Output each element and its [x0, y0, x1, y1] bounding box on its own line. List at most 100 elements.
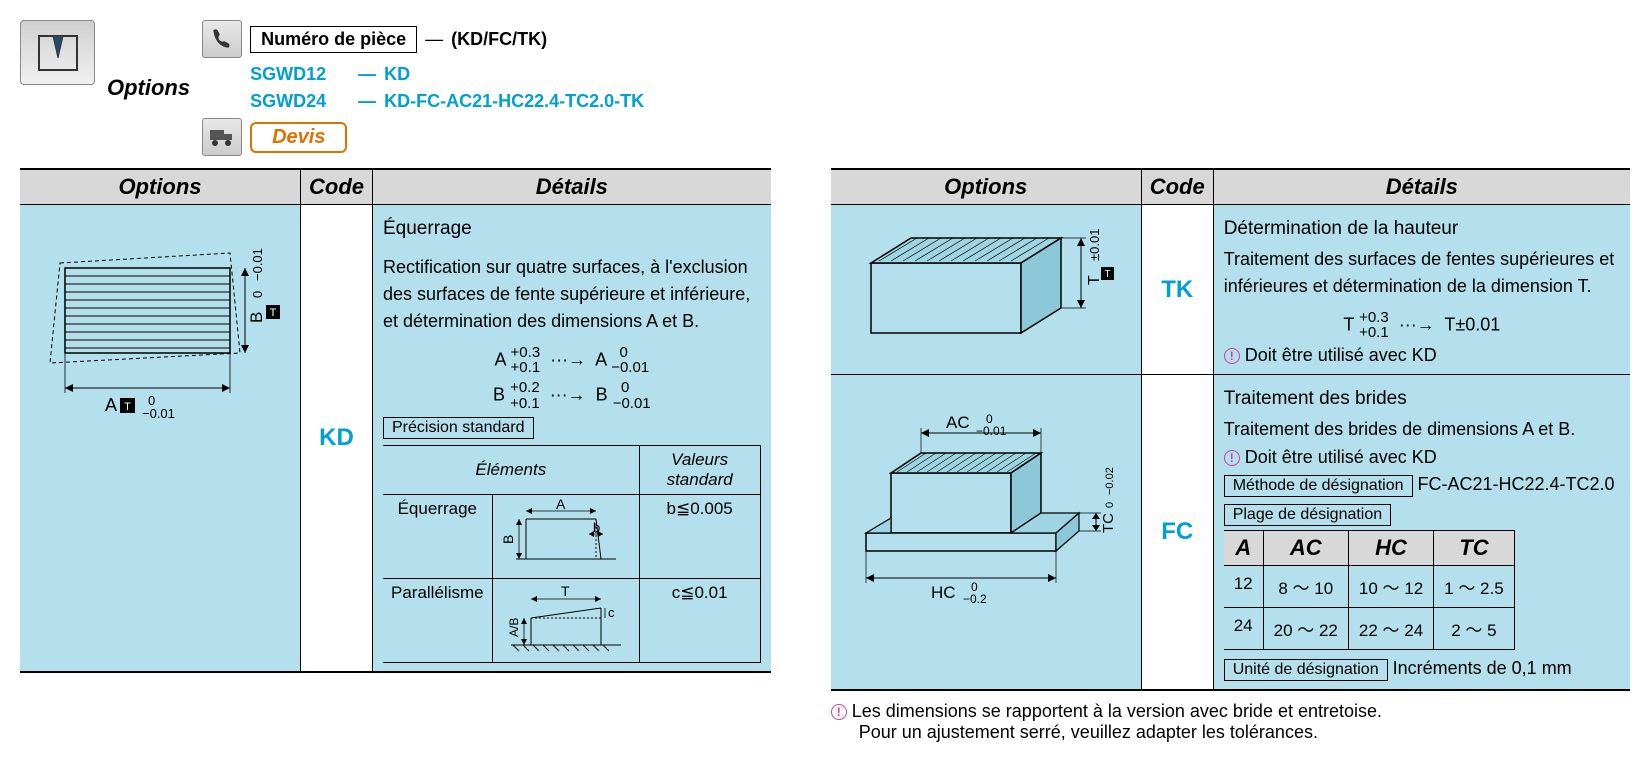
options-heading: Options: [107, 75, 190, 101]
svg-text:B: B: [501, 534, 516, 543]
kd-inner-table: Éléments Valeurs standard Équerrage: [383, 445, 761, 663]
phone-icon: [202, 20, 242, 58]
v: 0: [621, 379, 629, 396]
example1-code: KD: [384, 64, 410, 85]
kd-tol-a: A +0.3+0.1 ···→ A 0−0.01: [383, 345, 761, 377]
th-elements: Éléments: [383, 445, 639, 494]
svg-text:TC: TC: [1100, 513, 1117, 533]
fc-details: Traitement des brides Traitement des bri…: [1213, 375, 1630, 690]
svg-text:AC: AC: [946, 413, 970, 432]
fc-range-table: A AC HC TC 12 8 ～ 10 10 ～ 12 1 ～ 2.5 24 …: [1224, 530, 1515, 650]
svg-text:±0.01: ±0.01: [1087, 229, 1102, 261]
fc-diagram: AC 0 −0.01 HC 0 −0.2 TC: [841, 383, 1131, 613]
kd-diagram-cell: B T 0 −0.01 A T 0 −0.01: [20, 205, 301, 672]
svg-text:T: T: [270, 307, 277, 319]
tk-note: Doit être utilisé avec KD: [1245, 345, 1437, 365]
r12: 22 ～ 24: [1348, 607, 1433, 649]
rh3: TC: [1434, 530, 1515, 565]
v: −0.01: [613, 395, 651, 412]
devis-button[interactable]: Devis: [250, 122, 347, 153]
svg-text:A: A: [556, 499, 566, 512]
kd-tol-b: B +0.2+0.1 ···→ B 0−0.01: [383, 380, 761, 412]
svg-text:B: B: [247, 312, 266, 323]
tables-row: Options Code Détails: [20, 168, 1630, 743]
part-number-block: Numéro de pièce — (KD/FC/TK) SGWD12 — KD…: [202, 20, 644, 156]
tk-details: Détermination de la hauteur Traitement d…: [1213, 205, 1630, 375]
v: 0: [620, 344, 628, 361]
tk-tol: T +0.3+0.1 ···→ T±0.01: [1224, 310, 1620, 342]
part-number-label: Numéro de pièce: [250, 26, 417, 53]
example1-pn: SGWD12: [250, 64, 350, 85]
svg-text:−0.01: −0.01: [250, 248, 265, 281]
range-label: Plage de désignation: [1224, 504, 1391, 526]
tk-desc: Traitement des surfaces de fentes supéri…: [1224, 246, 1620, 300]
alert-icon: !: [831, 704, 847, 720]
unit-value: Incréments de 0,1 mm: [1393, 658, 1572, 678]
tk-note-row: ! Doit être utilisé avec KD: [1224, 345, 1620, 366]
v: +0.3: [511, 344, 541, 361]
truck-icon: [202, 118, 242, 156]
method-label: Méthode de désignation: [1224, 475, 1413, 497]
v: T±0.01: [1444, 314, 1500, 334]
svg-text:0: 0: [250, 291, 265, 298]
precision-standard-label: Précision standard: [383, 417, 534, 439]
fc-method-row: Méthode de désignation FC-AC21-HC22.4-TC…: [1224, 474, 1620, 497]
svg-text:0: 0: [1104, 502, 1116, 508]
dash: —: [358, 64, 376, 85]
svg-text:c: c: [608, 605, 615, 620]
fc-desc: Traitement des brides de dimensions A et…: [1224, 416, 1620, 443]
right-column: Options Code Détails: [831, 168, 1630, 743]
r03: 1 ～ 2.5: [1434, 565, 1515, 607]
svg-text:T: T: [1086, 275, 1103, 285]
fc-note: Doit être utilisé avec KD: [1245, 447, 1437, 467]
r11: 20 ～ 22: [1263, 607, 1348, 649]
row-parallel-value: c≦0.01: [639, 578, 760, 662]
r02: 10 ～ 12: [1348, 565, 1433, 607]
kd-code: KD: [301, 205, 373, 672]
svg-text:T: T: [561, 583, 570, 599]
th-details: Détails: [373, 169, 771, 205]
r00: 12: [1224, 565, 1263, 607]
example2-pn: SGWD24: [250, 91, 350, 112]
svg-text:T: T: [1104, 269, 1110, 280]
tk-title: Détermination de la hauteur: [1224, 215, 1620, 244]
th-code: Code: [1141, 169, 1213, 205]
svg-text:HC: HC: [931, 583, 956, 602]
v: +0.3: [1359, 309, 1389, 326]
fc-title: Traitement des brides: [1224, 385, 1620, 414]
svg-text:A: A: [105, 395, 117, 415]
v: −0.01: [611, 359, 649, 376]
alert-icon: !: [1224, 348, 1240, 364]
r10: 24: [1224, 607, 1263, 649]
footnote-line1: Les dimensions se rapportent à la versio…: [852, 701, 1382, 721]
fc-diagram-cell: AC 0 −0.01 HC 0 −0.2 TC: [831, 375, 1142, 690]
method-value: FC-AC21-HC22.4-TC2.0: [1418, 474, 1615, 494]
v: +0.1: [511, 359, 541, 376]
fc-note-row: ! Doit être utilisé avec KD: [1224, 447, 1620, 468]
tk-code: TK: [1141, 205, 1213, 375]
th-code: Code: [301, 169, 373, 205]
v: +0.1: [510, 395, 540, 412]
dash: —: [358, 91, 376, 112]
footnote-line2: Pour un ajustement serré, veuillez adapt…: [859, 722, 1318, 742]
example2-code: KD-FC-AC21-HC22.4-TC2.0-TK: [384, 91, 644, 112]
kd-details: Équerrage Rectification sur quatre surfa…: [373, 205, 771, 672]
v: +0.2: [510, 379, 540, 396]
left-options-table: Options Code Détails: [20, 168, 771, 673]
svg-text:−0.01: −0.01: [142, 406, 175, 421]
th-details: Détails: [1213, 169, 1630, 205]
kd-diagram: B T 0 −0.01 A T 0 −0.01: [30, 213, 290, 443]
th-options: Options: [20, 169, 301, 205]
svg-text:−0.01: −0.01: [976, 424, 1007, 438]
row-squareness-fig: A b B: [492, 494, 639, 578]
row-parallel-fig: T c A/B: [492, 578, 639, 662]
rh2: HC: [1348, 530, 1433, 565]
r13: 2 ～ 5: [1434, 607, 1515, 649]
rh0: A: [1224, 530, 1263, 565]
svg-text:A/B: A/B: [507, 617, 521, 636]
row-squareness-value: b≦0.005: [639, 494, 760, 578]
part-suffix: (KD/FC/TK): [451, 29, 547, 50]
options-icon: [20, 20, 95, 85]
rh1: AC: [1263, 530, 1348, 565]
header-row: Options Numéro de pièce — (KD/FC/TK) SGW…: [20, 20, 1630, 156]
